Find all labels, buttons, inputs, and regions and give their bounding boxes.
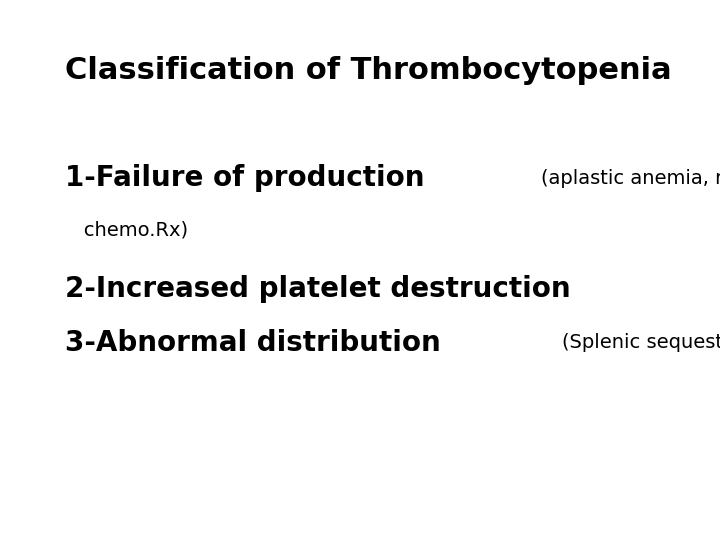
Text: Classification of Thrombocytopenia: Classification of Thrombocytopenia — [65, 56, 672, 85]
Text: (Splenic sequestration): (Splenic sequestration) — [562, 333, 720, 353]
Text: 2-Increased platelet destruction: 2-Increased platelet destruction — [65, 275, 580, 303]
Text: 3-Abnormal distribution: 3-Abnormal distribution — [65, 329, 450, 357]
Text: chemo.Rx): chemo.Rx) — [65, 220, 188, 239]
Text: (aplastic anemia, radiation,: (aplastic anemia, radiation, — [541, 168, 720, 188]
Text: 1-Failure of production: 1-Failure of production — [65, 164, 434, 192]
